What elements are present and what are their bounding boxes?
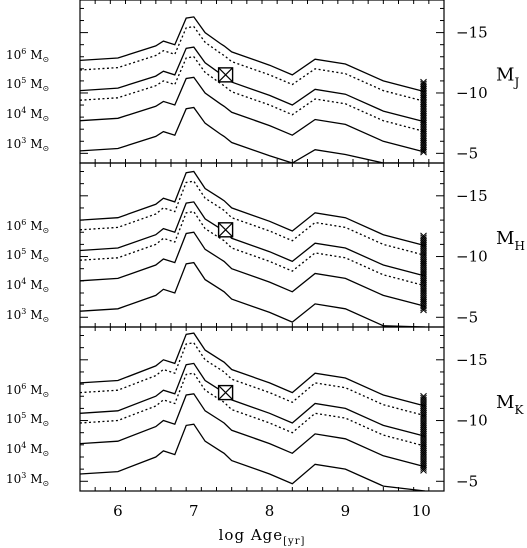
x-tick-label: 8 bbox=[265, 502, 275, 520]
mass-label: 105 M⊙ bbox=[6, 411, 49, 428]
y-tick-label: −15 bbox=[456, 187, 488, 205]
cross-marker bbox=[420, 80, 427, 88]
mass-label: 105 M⊙ bbox=[6, 76, 49, 93]
curves bbox=[80, 170, 426, 327]
panel-k: −15 −10 −5 MK 106 M⊙ 105 M⊙ 104 M⊙ 103 M⊙ bbox=[6, 326, 524, 492]
cross-marker bbox=[420, 234, 427, 242]
mass-label: 103 M⊙ bbox=[6, 471, 49, 488]
curves bbox=[80, 16, 426, 163]
series-line-5e4-dotted bbox=[80, 372, 426, 447]
cross-marker bbox=[420, 392, 427, 400]
mass-label: 106 M⊙ bbox=[6, 382, 49, 399]
cross-marker bbox=[420, 232, 427, 240]
series-line-1e6-solid bbox=[80, 170, 426, 247]
square-marker-x bbox=[218, 385, 234, 401]
mass-label: 104 M⊙ bbox=[6, 441, 49, 458]
band-label: MJ bbox=[496, 65, 519, 90]
panel-frame bbox=[79, 0, 445, 164]
series-line-5e5-dotted bbox=[80, 180, 426, 256]
y-tick-label: −5 bbox=[456, 144, 478, 162]
series-line-5e4-dotted bbox=[80, 210, 426, 287]
panel-h: −15 −10 −5 MH 106 M⊙ 105 M⊙ 104 M⊙ 103 M⊙ bbox=[6, 162, 525, 328]
mass-label: 106 M⊙ bbox=[6, 47, 49, 64]
series-line-1e5-solid bbox=[80, 362, 426, 437]
mass-label: 106 M⊙ bbox=[6, 218, 49, 235]
y-tick-label: −10 bbox=[456, 412, 488, 430]
mass-label: 104 M⊙ bbox=[6, 277, 49, 294]
series-line-1e3-solid bbox=[80, 423, 426, 491]
square-marker-x bbox=[218, 67, 234, 83]
mass-label: 104 M⊙ bbox=[6, 106, 49, 123]
cross-marker bbox=[420, 394, 427, 402]
y-tick-label: −15 bbox=[456, 24, 488, 42]
x-tick-label: 9 bbox=[341, 502, 351, 520]
x-tick-label: 6 bbox=[113, 502, 123, 520]
series-line-1e4-solid bbox=[80, 76, 426, 153]
series-line-1e4-solid bbox=[80, 393, 426, 468]
mass-label: 103 M⊙ bbox=[6, 307, 49, 324]
mass-label: 105 M⊙ bbox=[6, 247, 49, 264]
band-label: MH bbox=[496, 228, 525, 253]
curves bbox=[80, 332, 426, 491]
mass-label: 103 M⊙ bbox=[6, 136, 49, 153]
y-tick-label: −10 bbox=[456, 84, 488, 102]
x-tick-label: 7 bbox=[189, 502, 199, 520]
series-line-5e4-dotted bbox=[80, 55, 426, 133]
x-axis-label: log Age[yr] bbox=[219, 526, 306, 547]
series-line-5e5-dotted bbox=[80, 25, 426, 103]
y-tick-label: −5 bbox=[456, 472, 478, 490]
square-marker-x bbox=[218, 222, 234, 238]
y-tick-label: −10 bbox=[456, 248, 488, 266]
x-tick-label: 10 bbox=[412, 502, 431, 520]
series-line-1e3-solid bbox=[80, 261, 426, 327]
panel-frame bbox=[79, 326, 445, 492]
panel-j: −15 −10 −5 MJ 106 M⊙ 105 M⊙ 104 M⊙ 103 M⊙ bbox=[6, 0, 519, 164]
series-line-1e5-solid bbox=[80, 46, 426, 123]
series-line-1e6-solid bbox=[80, 16, 426, 93]
series-line-1e6-solid bbox=[80, 332, 426, 407]
y-tick-label: −5 bbox=[456, 308, 478, 326]
cross-marker bbox=[420, 78, 427, 86]
series-line-5e5-dotted bbox=[80, 342, 426, 417]
band-label: MK bbox=[496, 392, 524, 417]
series-line-1e4-solid bbox=[80, 231, 426, 307]
series-line-1e3-solid bbox=[80, 106, 425, 163]
y-tick-label: −15 bbox=[456, 351, 488, 369]
